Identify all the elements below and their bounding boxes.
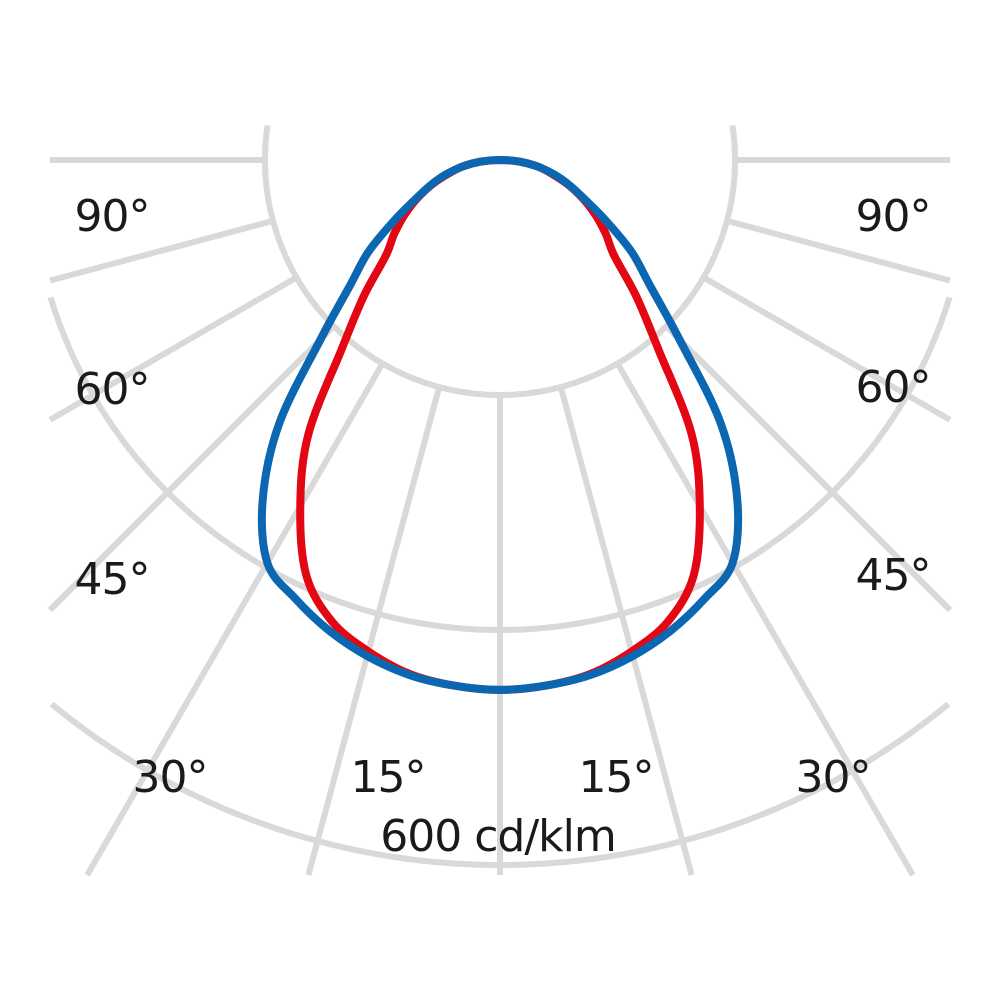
grid-spoke-left-45 [47, 324, 336, 613]
tick-label-right-30: 30° [795, 752, 872, 803]
tick-label-right-90: 90° [855, 191, 932, 242]
unit-label: 600 cd/klm [380, 811, 616, 862]
tick-label-right-15: 15° [578, 752, 655, 803]
polar-grid [47, 124, 953, 877]
grid-spoke-right-45 [664, 324, 953, 613]
grid-spoke-left-60 [48, 274, 298, 423]
grid-spoke-left-30 [84, 362, 386, 877]
tick-label-left-45: 45° [74, 554, 151, 605]
tick-label-right-60: 60° [855, 362, 932, 413]
tick-label-right-45: 45° [855, 550, 932, 601]
tick-label-left-90: 90° [74, 191, 151, 242]
grid-spoke-right-15 [557, 386, 695, 876]
tick-label-left-60: 60° [74, 364, 151, 415]
grid-spoke-left-15 [305, 386, 443, 876]
grid-spoke-left-75 [49, 217, 274, 284]
tick-label-left-15: 15° [350, 752, 427, 803]
grid-spoke-right-60 [702, 274, 952, 423]
tick-label-left-30: 30° [132, 752, 209, 803]
grid-ring-2 [47, 296, 953, 633]
grid-spoke-right-30 [614, 362, 916, 877]
grid-spoke-right-75 [726, 217, 951, 284]
curves [257, 156, 743, 694]
grid-ring-1 [262, 124, 738, 398]
grid-ring-3 [49, 701, 951, 868]
series-curve-2 [257, 156, 743, 694]
